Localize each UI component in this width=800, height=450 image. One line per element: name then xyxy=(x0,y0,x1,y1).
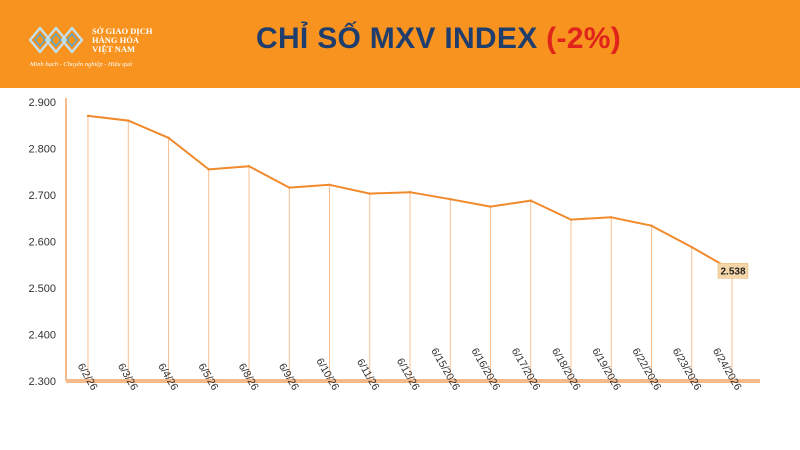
y-tick-label: 2.600 xyxy=(28,237,56,249)
logo-line-1: SỞ GIAO DỊCH xyxy=(92,26,153,36)
last-value-label-box xyxy=(717,263,749,279)
data-point xyxy=(449,197,452,201)
data-point xyxy=(127,119,130,122)
data-point xyxy=(529,199,532,202)
x-tick-label: 6/8/26 xyxy=(236,361,261,392)
x-tick-label: 6/12/26 xyxy=(394,356,422,392)
data-point xyxy=(408,191,412,194)
header-banner: SỞ GIAO DỊCH HÀNG HÓA VIỆT NAM Minh bạch… xyxy=(0,0,800,88)
x-tick-label: 6/19/2026 xyxy=(589,346,623,393)
line-chart: 2.300 2.400 2.500 2.600 2.700 2.800 2.900 6/2/2… xyxy=(28,97,760,393)
y-tick-label: 2.700 xyxy=(28,190,56,202)
data-point xyxy=(489,205,492,208)
last-value-label: 2.538 xyxy=(720,266,745,277)
data-point xyxy=(650,224,653,227)
x-tick-label: 6/2/26 xyxy=(75,361,100,392)
data-point xyxy=(368,192,371,195)
logo[interactable]: SỞ GIAO DỊCH HÀNG HÓA VIỆT NAM Minh bạch… xyxy=(0,0,176,88)
x-tick-label: 6/24/2026 xyxy=(710,346,744,393)
x-tick-label: 6/17/2026 xyxy=(509,346,543,393)
x-tick-label: 6/18/2026 xyxy=(549,346,583,393)
data-point xyxy=(328,183,331,186)
y-tick-label: 2.900 xyxy=(28,97,56,109)
data-point xyxy=(610,216,613,219)
chart-area: 2.300 2.400 2.500 2.600 2.700 2.800 2.900 6/2/2… xyxy=(0,88,800,445)
data-point xyxy=(207,168,210,171)
data-point xyxy=(247,164,251,168)
x-tick-label: 6/11/26 xyxy=(354,357,382,393)
title-main: CHỈ SỐ MXV INDEX xyxy=(256,22,538,55)
logo-slogan: Minh bạch - Chuyên nghiệp - Hiệu quả xyxy=(30,61,132,68)
data-point xyxy=(288,186,291,189)
y-tick-label: 2.500 xyxy=(28,283,56,295)
logo-icon xyxy=(28,26,84,54)
data-point xyxy=(690,245,693,249)
logo-line-3: VIỆT NAM xyxy=(92,44,136,54)
y-tick-label: 2.300 xyxy=(28,376,56,388)
y-tick-label: 2.400 xyxy=(28,330,56,342)
x-tick-label: 6/5/26 xyxy=(196,361,221,392)
data-point xyxy=(86,114,90,118)
x-tick-label: 6/23/2026 xyxy=(670,346,704,393)
x-tick-label: 6/16/2026 xyxy=(469,346,503,393)
title-change: (-2%) xyxy=(546,22,621,55)
x-tick-label: 6/10/26 xyxy=(313,356,341,392)
x-tick-label: 6/22/2026 xyxy=(630,346,664,393)
data-point xyxy=(167,136,170,140)
x-tick-label: 6/9/26 xyxy=(276,361,301,392)
x-tick-label: 6/3/26 xyxy=(115,361,140,392)
logo-text: SỞ GIAO DỊCH HÀNG HÓA VIỆT NAM xyxy=(92,27,152,54)
page-title: CHỈ SỐ MXV INDEX (-2%) xyxy=(256,22,621,56)
x-tick-label: 6/4/26 xyxy=(155,361,180,392)
data-point xyxy=(569,218,573,221)
x-tick-label: 6/15/2026 xyxy=(428,346,462,393)
y-tick-label: 2.800 xyxy=(28,144,56,156)
logo-line-2: HÀNG HÓA xyxy=(92,35,139,45)
